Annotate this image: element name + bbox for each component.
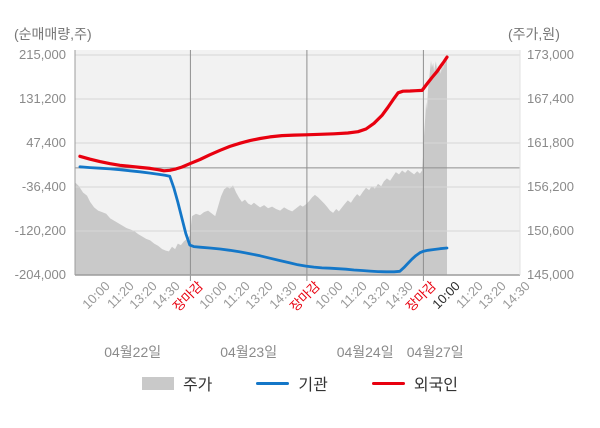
date-label: 04월22일: [104, 344, 162, 360]
foreigner-line: [78, 55, 449, 173]
price-area: [75, 56, 447, 275]
right-axis-tick-label: 156,200: [527, 179, 574, 194]
legend-item-foreigner: 외국인: [371, 371, 459, 395]
legend-item-institution: 기관: [256, 371, 328, 395]
legend-label-institution: 기관: [298, 377, 328, 394]
date-label: 04월27일: [406, 344, 464, 360]
left-axis-tick-label: -120,200: [14, 223, 66, 238]
date-label: 04월23일: [220, 344, 278, 360]
price-area-swatch-icon: [141, 376, 174, 390]
right-axis-unit-label: (주가,원): [508, 26, 560, 42]
left-axis-tick-label: 131,200: [19, 91, 66, 106]
right-axis-tick-label: 167,400: [527, 91, 574, 106]
right-axis-tick-label: 145,000: [527, 267, 574, 282]
legend-item-price: 주가: [141, 371, 213, 395]
left-axis-tick-label: 215,000: [19, 47, 66, 62]
foreigner-line-swatch-icon: [371, 381, 405, 385]
left-axis-tick-label: 47,400: [26, 135, 66, 150]
right-axis-tick-label: 173,000: [527, 47, 574, 62]
left-axis-unit-label: (순매매량,주): [14, 26, 92, 42]
left-axis-tick-label: -36,400: [21, 179, 66, 194]
legend-label-price: 주가: [182, 377, 213, 394]
chart-legend: 주가 기관 외국인: [0, 371, 600, 395]
legend-label-foreigner: 외국인: [413, 377, 459, 394]
right-axis-tick-label: 150,600: [527, 223, 574, 238]
date-label: 04월24일: [336, 344, 394, 360]
institution-line-swatch-icon: [256, 381, 290, 385]
left-axis-tick-label: -204,000: [14, 267, 66, 282]
right-axis-tick-label: 161,800: [527, 135, 574, 150]
institution-line: [78, 165, 449, 274]
